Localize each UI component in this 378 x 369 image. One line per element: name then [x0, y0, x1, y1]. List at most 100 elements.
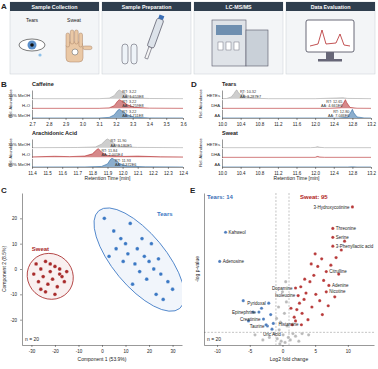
- tick: 13.2: [367, 118, 376, 127]
- tick: 3.2: [113, 118, 120, 127]
- peak-area: [222, 166, 371, 167]
- tick: 5: [314, 345, 317, 354]
- tick-label: 11.6: [58, 171, 67, 176]
- finger: [79, 33, 83, 47]
- title: Sweat: [222, 130, 238, 136]
- trace: [32, 158, 183, 167]
- trace: [222, 90, 371, 99]
- point: [331, 227, 334, 230]
- peak-area: [32, 100, 183, 109]
- tick-label: 2.8: [46, 122, 53, 127]
- monitor-stand: [326, 52, 334, 59]
- tick-label: 11.6: [293, 122, 302, 127]
- confidence-ellipse: [22, 244, 83, 309]
- point: [44, 260, 48, 264]
- point-label: Isoleucine: [275, 293, 296, 298]
- tick-mark: [334, 118, 335, 120]
- tick-label: 5: [314, 349, 317, 354]
- point: [60, 275, 64, 279]
- point-label: Pyridoxal: [247, 301, 266, 306]
- tick-label: 20: [12, 216, 18, 221]
- tick-label: 10: [346, 349, 352, 354]
- tick: 11.4: [28, 167, 37, 176]
- monitor: [306, 20, 354, 52]
- tick: 3.4: [147, 118, 154, 127]
- tick-mark: [315, 167, 316, 169]
- tick-mark: [66, 118, 67, 120]
- point: [269, 313, 272, 316]
- peak-area: [32, 90, 183, 99]
- point: [257, 310, 260, 313]
- y-label: Rel. Abundance: [198, 138, 203, 167]
- sample-label: Sweat: [67, 17, 82, 23]
- point-label: Citrulline: [329, 269, 347, 274]
- trace: [32, 139, 183, 148]
- tick-mark: [166, 118, 167, 120]
- chromatogram: Arachidonic AcidRel. Abundance35% MeOHRT…: [8, 130, 188, 181]
- point: [334, 256, 337, 259]
- figure-svg: ASample CollectionTearsSweatSample Prepa…: [0, 0, 378, 369]
- x-label: Log2 fold change: [270, 356, 309, 362]
- point-label: Kahweol: [229, 230, 246, 235]
- vial-tray: [226, 42, 231, 50]
- tick-mark: [259, 167, 260, 169]
- point: [154, 292, 158, 296]
- tick-mark: [82, 118, 83, 120]
- tick: 10: [346, 345, 352, 354]
- tick-label: 0: [282, 349, 285, 354]
- point: [294, 286, 297, 289]
- point: [294, 335, 297, 338]
- tick-mark: [278, 118, 279, 120]
- step-header: [194, 2, 283, 11]
- tick-label: 10.4: [237, 122, 246, 127]
- panel-letter: D: [191, 80, 197, 89]
- point: [145, 277, 149, 281]
- tick: 12.0: [311, 118, 320, 127]
- point: [126, 252, 130, 256]
- tick-mark: [183, 167, 184, 169]
- tick-mark: [352, 167, 353, 169]
- tick-mark: [222, 118, 223, 120]
- y-axis-line: [32, 159, 33, 168]
- point: [270, 328, 273, 331]
- point: [114, 247, 118, 251]
- tick-label: 11.7: [74, 171, 83, 176]
- point: [295, 308, 298, 311]
- peak-area: [32, 109, 183, 118]
- y-axis-line: [22, 194, 23, 346]
- point-label: Uric Acid: [263, 332, 281, 337]
- point: [102, 216, 106, 220]
- point: [329, 264, 332, 267]
- step-icon: [306, 20, 354, 62]
- step-title: LC-MS/MS: [225, 4, 252, 10]
- tick-mark: [297, 167, 298, 169]
- confidence-ellipse: [78, 194, 182, 325]
- point: [253, 333, 256, 336]
- point: [291, 332, 294, 335]
- x-axis: 10.010.410.811.211.612.012.412.813.2: [218, 118, 376, 127]
- tick: 11.7: [74, 167, 83, 176]
- tick-label: 12.4: [330, 122, 339, 127]
- scatter-chart: CSweatTears-30-20-100102030-20-1001020Co…: [1, 186, 200, 362]
- point: [218, 260, 221, 263]
- tick-label: 0: [14, 267, 17, 272]
- tick-label: 12.3: [164, 171, 173, 176]
- tick-label: -10: [214, 349, 221, 354]
- tick-label: 10.4: [237, 171, 246, 176]
- point: [325, 290, 328, 293]
- point: [53, 292, 57, 296]
- trace: [32, 109, 183, 118]
- trace-label: HETEs: [207, 93, 220, 98]
- tick-label: 10: [12, 242, 18, 247]
- point: [327, 284, 330, 287]
- tick-label: -5: [248, 349, 252, 354]
- plot-area: [22, 194, 182, 325]
- tick: 3.3: [130, 118, 137, 127]
- y-axis-line: [222, 149, 223, 158]
- y-axis: [32, 140, 33, 149]
- annotation: Tears: 14: [207, 194, 234, 200]
- point: [138, 270, 142, 274]
- y-axis: -20-1001020: [10, 194, 22, 346]
- tick-mark: [352, 118, 353, 120]
- point: [142, 254, 146, 258]
